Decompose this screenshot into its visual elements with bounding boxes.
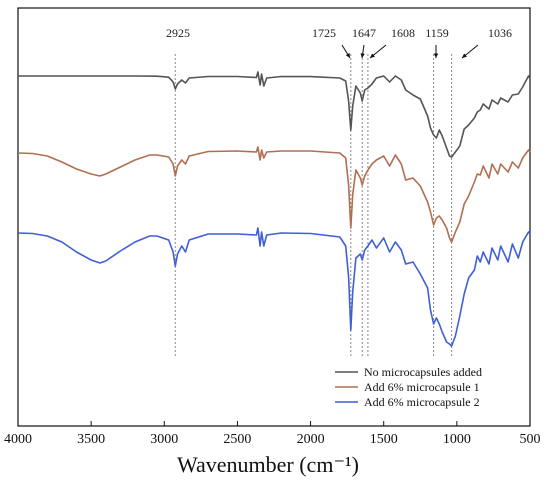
series-layer [17,71,531,347]
peak-label-1608: 1608 [391,26,415,40]
x-tick-label: 2000 [297,432,325,447]
peak-label-1647: 1647 [352,26,376,40]
x-tick-label: 1500 [370,432,398,447]
peak-label-1036: 1036 [488,26,512,40]
x-axis-title: Wavenumber (cm⁻¹) [177,452,359,477]
series-line-3 [17,227,531,347]
series-line-2 [17,146,531,243]
legend-label-2: Add 6% microcapsule 1 [364,380,480,394]
x-tick-label: 4000 [4,432,32,447]
x-tick-label: 1000 [443,432,471,447]
peak-arrowhead-1159 [433,53,439,58]
x-tick-label: 2500 [223,432,251,447]
legend-label-3: Add 6% microcapsule 2 [364,395,480,409]
peak-arrowhead-1608 [370,53,375,58]
x-tick-label: 500 [520,432,541,447]
peak-arrowhead-1647 [360,53,365,58]
peak-annotations: 2925 1725 1647 1608 1159 1036 [166,26,512,356]
peak-label-2925: 2925 [166,26,190,40]
series-line-1 [18,71,531,158]
peak-arrowhead-1036 [462,53,467,58]
legend-label-1: No microcapsules added [364,365,482,379]
peak-arrowhead-1725 [345,53,350,58]
x-axis: 4000 3500 3000 2500 2000 1500 1000 500 [4,421,541,447]
peak-label-1159: 1159 [425,26,449,40]
x-tick-label: 3500 [77,432,105,447]
x-tick-label: 3000 [150,432,178,447]
peak-label-1725: 1725 [312,26,336,40]
plot-frame [17,7,531,427]
